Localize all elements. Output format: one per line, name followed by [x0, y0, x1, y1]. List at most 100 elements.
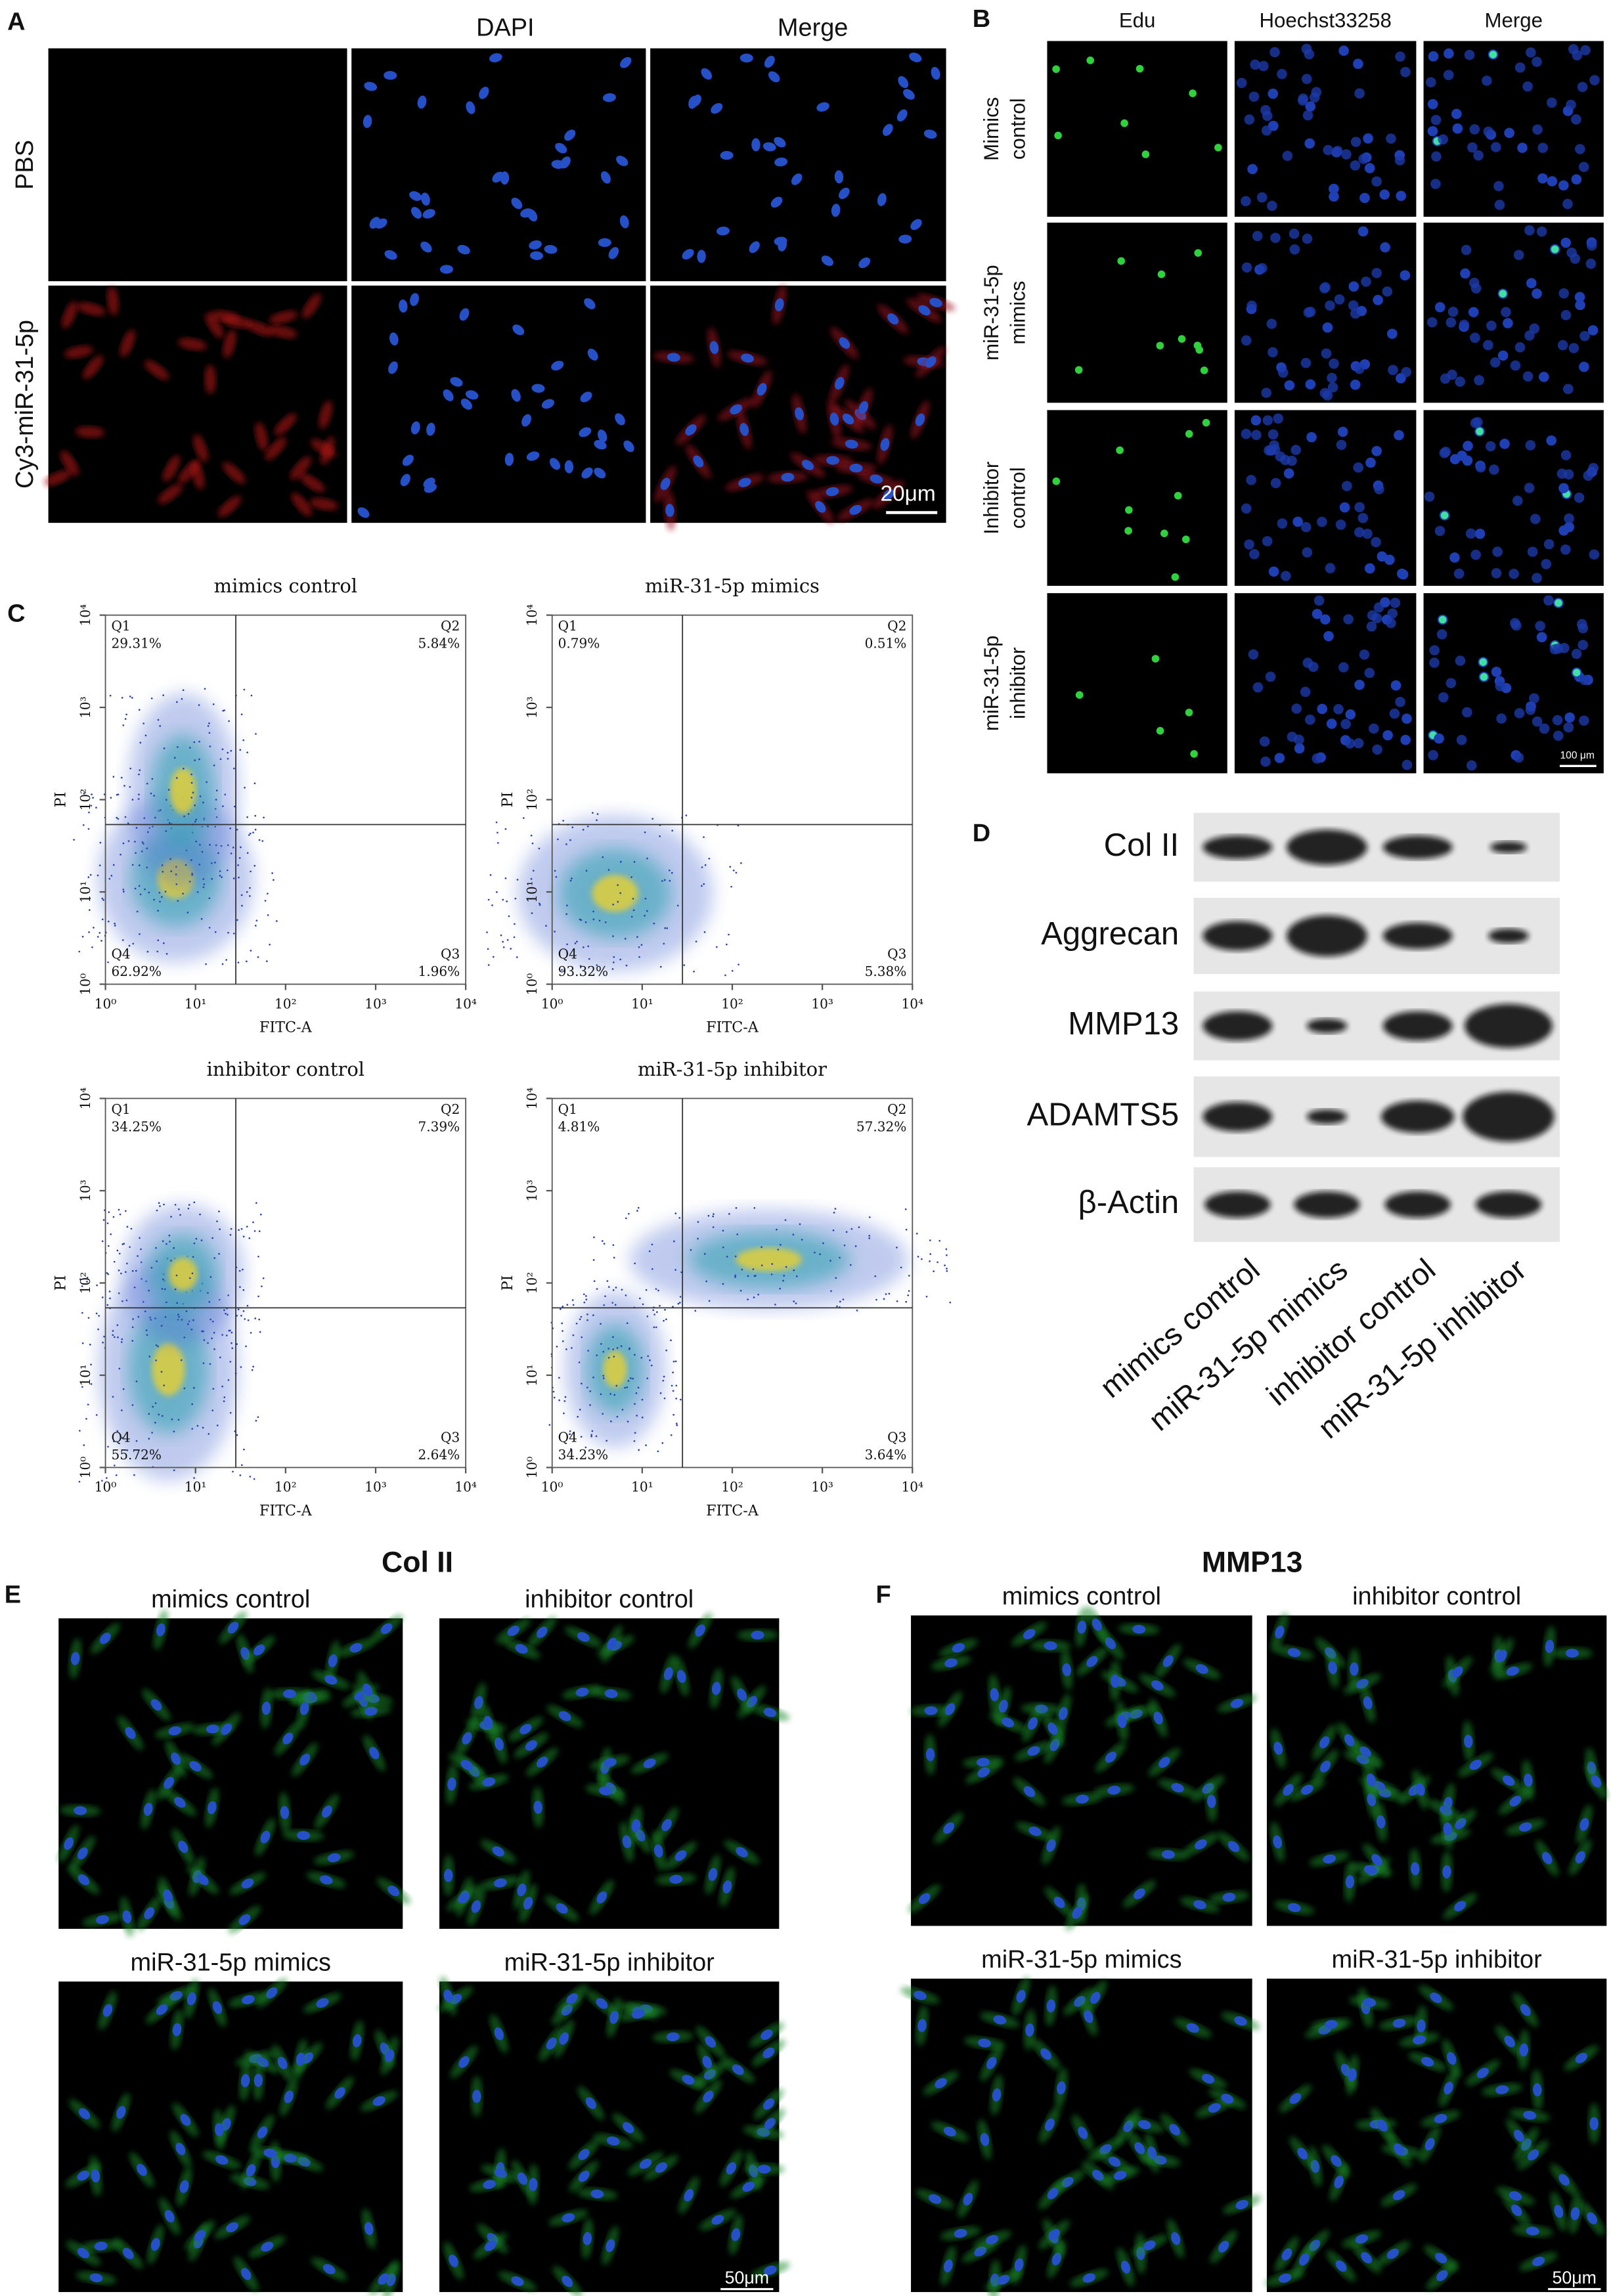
- nucleus: [764, 2265, 777, 2275]
- nucleus: [1092, 1618, 1102, 1631]
- event: [516, 879, 519, 881]
- nucleus: [1363, 1696, 1373, 1710]
- event: [585, 1446, 587, 1449]
- event: [613, 1356, 615, 1358]
- nucleus: [1160, 529, 1168, 537]
- nucleus: [870, 474, 883, 484]
- nucleus: [493, 1878, 507, 1888]
- nucleus: [1434, 733, 1444, 744]
- cell: [83, 355, 104, 380]
- nucleus: [1454, 1901, 1467, 1912]
- nucleus: [536, 1626, 548, 1639]
- nucleus: [1214, 143, 1222, 152]
- event: [112, 1396, 114, 1398]
- event: [227, 1314, 229, 1316]
- nucleus: [1334, 2175, 1344, 2189]
- event: [619, 892, 622, 894]
- nucleus: [1193, 342, 1202, 349]
- image-title: mimics control: [1002, 1583, 1161, 1610]
- nucleus: [585, 2097, 596, 2109]
- band: [1287, 829, 1367, 865]
- nucleus: [910, 219, 922, 231]
- event: [661, 1442, 664, 1444]
- event: [502, 940, 504, 943]
- nucleus: [241, 1878, 254, 1889]
- nucleus: [667, 353, 680, 362]
- quadrant-value: 57.32%: [856, 1119, 907, 1135]
- nucleus: [240, 2268, 252, 2280]
- nucleus: [1585, 258, 1597, 269]
- nucleus: [562, 2276, 573, 2287]
- event: [158, 1202, 160, 1204]
- nucleus: [472, 2089, 481, 2104]
- nucleus: [781, 472, 795, 482]
- nucleus: [1413, 2035, 1426, 2044]
- event: [487, 948, 489, 950]
- event: [777, 1248, 780, 1251]
- event: [617, 884, 619, 887]
- nucleus: [1230, 1698, 1244, 1708]
- event: [596, 819, 598, 822]
- event: [659, 1392, 662, 1394]
- event: [237, 864, 239, 866]
- quadrant-value: 34.25%: [111, 1119, 162, 1135]
- nucleus: [1250, 59, 1260, 70]
- event: [240, 713, 243, 716]
- nucleus: [977, 1767, 990, 1778]
- event: [110, 875, 113, 877]
- event: [162, 694, 164, 696]
- quadrant-value: 55.72%: [111, 1447, 162, 1463]
- nucleus: [1525, 440, 1536, 451]
- nucleus: [1512, 495, 1523, 506]
- event: [207, 725, 210, 727]
- event: [158, 1413, 160, 1416]
- event: [198, 704, 200, 706]
- event: [135, 827, 138, 829]
- event: [664, 927, 667, 929]
- nucleus: [1430, 179, 1441, 189]
- band: [1382, 1011, 1453, 1041]
- event: [159, 809, 162, 811]
- event: [150, 1266, 153, 1269]
- event: [557, 838, 559, 841]
- nucleus: [143, 1802, 153, 1816]
- event: [822, 1242, 824, 1245]
- nucleus: [1284, 380, 1295, 391]
- event: [86, 1281, 88, 1283]
- event: [592, 1314, 594, 1316]
- event: [836, 1305, 838, 1308]
- cells: [442, 1612, 790, 1926]
- nucleus: [1474, 375, 1484, 386]
- event: [502, 898, 504, 901]
- event: [242, 1310, 245, 1312]
- event: [257, 1255, 259, 1258]
- event: [530, 834, 533, 837]
- nucleus: [526, 451, 540, 461]
- nucleus: [1535, 621, 1545, 631]
- nucleus: [1469, 124, 1480, 135]
- nucleus: [701, 68, 713, 80]
- nucleus: [1427, 125, 1438, 137]
- event: [231, 1331, 233, 1334]
- cells: [1074, 249, 1208, 374]
- event: [513, 936, 516, 938]
- nucleus: [180, 2113, 191, 2126]
- x-tick-label: 10¹: [631, 996, 653, 1011]
- nucleus: [616, 156, 629, 166]
- image-title: miR-31-5p inhibitor: [504, 1949, 715, 1976]
- event: [263, 816, 265, 819]
- event: [574, 942, 577, 944]
- nucleus: [622, 1835, 632, 1849]
- event: [736, 1233, 739, 1235]
- event: [155, 1344, 158, 1346]
- event: [770, 1273, 773, 1275]
- event: [600, 1393, 602, 1396]
- event: [504, 828, 507, 830]
- nucleus: [1027, 1746, 1040, 1756]
- nucleus: [1300, 686, 1311, 697]
- nucleus: [1181, 535, 1190, 544]
- event: [112, 1216, 115, 1218]
- nucleus: [963, 2192, 973, 2206]
- nucleus: [1266, 319, 1277, 329]
- event: [747, 1298, 749, 1300]
